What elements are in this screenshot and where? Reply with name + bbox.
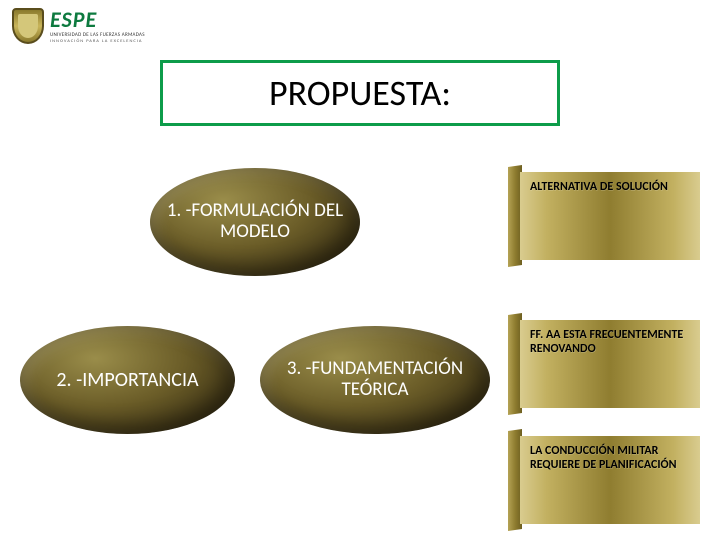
logo-name: ESPE [50,9,145,31]
logo: ESPE UNIVERSIDAD DE LAS FUERZAS ARMADAS … [12,8,145,44]
oval-label: 3. -FUNDAMENTACIÓN TEÓRICA [260,359,490,401]
page-title: PROPUESTA: [163,71,557,115]
gold-text: ALTERNATIVA DE SOLUCIÓN [530,180,668,194]
logo-tagline: INNOVACIÓN PARA LA EXCELENCIA [50,39,145,44]
oval-fundamentacion: 3. -FUNDAMENTACIÓN TEÓRICA [260,326,490,434]
gold-text: FF. AA ESTA FRECUENTEMENTE RENOVANDO [530,328,690,357]
oval-formulacion: 1. -FORMULACIÓN DEL MODELO [150,168,360,276]
gold-box-ffaa: FF. AA ESTA FRECUENTEMENTE RENOVANDO [520,320,700,408]
shield-icon [12,8,44,44]
gold-text: LA CONDUCCIÓN MILITAR REQUIERE DE PLANIF… [530,444,690,473]
gold-box-alternativa: ALTERNATIVA DE SOLUCIÓN [520,172,700,260]
oval-importancia: 2. -IMPORTANCIA [20,326,235,434]
logo-text: ESPE UNIVERSIDAD DE LAS FUERZAS ARMADAS … [50,9,145,44]
oval-label: 2. -IMPORTANCIA [56,368,198,392]
gold-box-conduccion: LA CONDUCCIÓN MILITAR REQUIERE DE PLANIF… [520,436,700,524]
logo-subtitle: UNIVERSIDAD DE LAS FUERZAS ARMADAS [50,32,145,38]
oval-label: 1. -FORMULACIÓN DEL MODELO [150,201,360,243]
title-box: PROPUESTA: [160,60,560,126]
